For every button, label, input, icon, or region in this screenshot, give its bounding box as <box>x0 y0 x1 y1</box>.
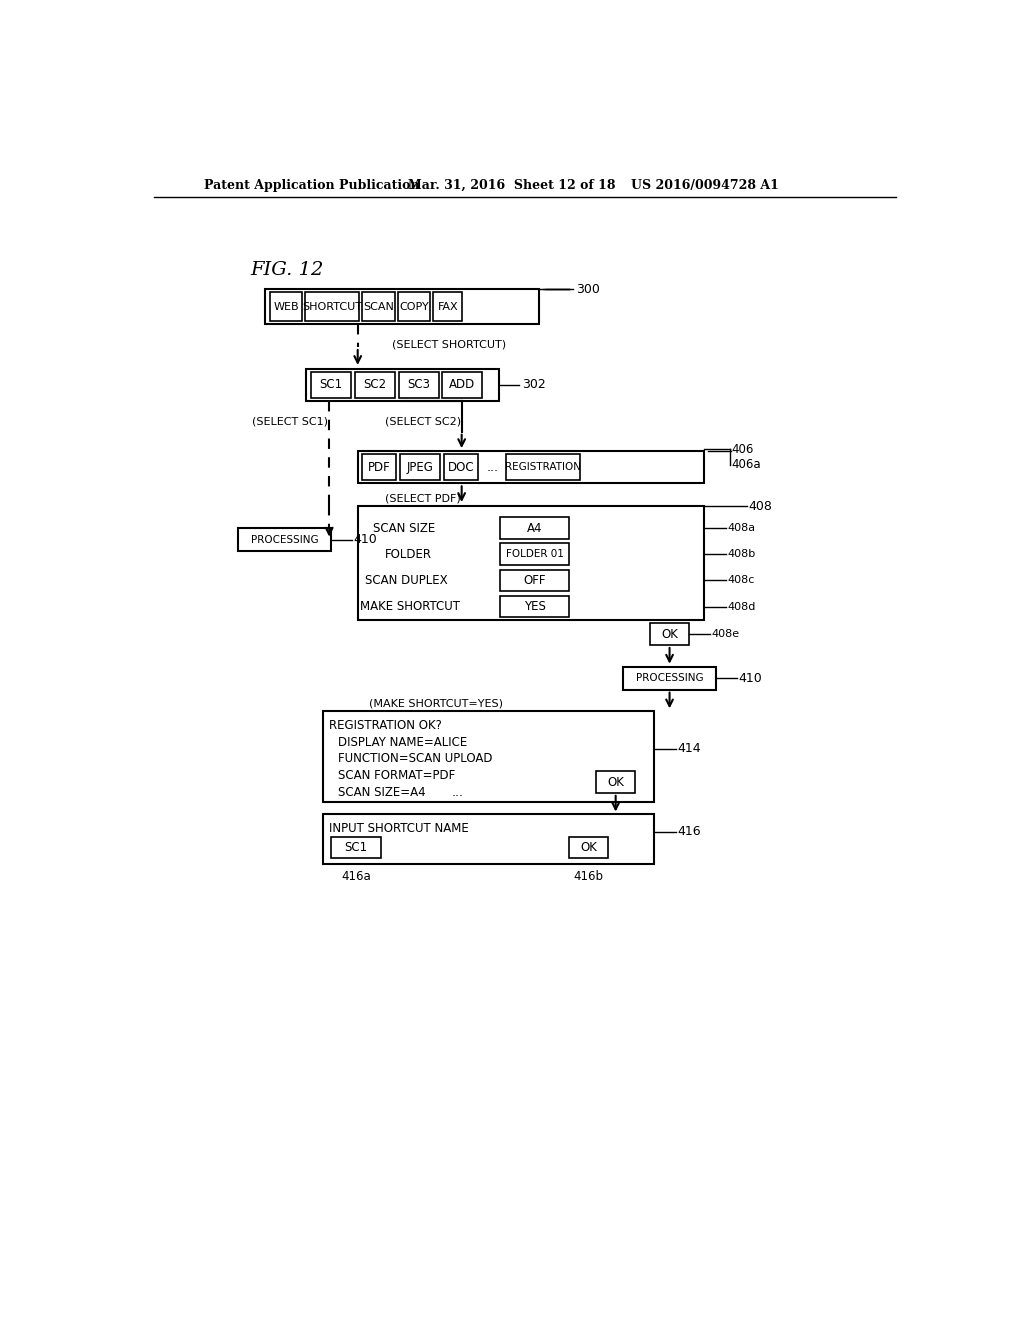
Text: 406: 406 <box>731 444 754 455</box>
Text: INPUT SHORTCUT NAME: INPUT SHORTCUT NAME <box>330 822 469 834</box>
Bar <box>569 837 608 858</box>
Text: 408a: 408a <box>727 523 756 533</box>
Text: PDF: PDF <box>368 461 390 474</box>
Text: FIG. 12: FIG. 12 <box>250 261 324 279</box>
Text: SC3: SC3 <box>408 379 430 391</box>
Text: 410: 410 <box>739 672 763 685</box>
Text: A4: A4 <box>527 521 543 535</box>
Text: 416a: 416a <box>341 870 371 883</box>
Bar <box>596 771 635 793</box>
Text: 408b: 408b <box>727 549 756 560</box>
Text: ADD: ADD <box>450 379 475 391</box>
Bar <box>270 293 302 321</box>
Bar <box>323 814 654 865</box>
Text: US 2016/0094728 A1: US 2016/0094728 A1 <box>631 178 779 191</box>
Bar <box>323 711 654 803</box>
Text: COPY: COPY <box>399 302 429 312</box>
Bar <box>239 528 331 552</box>
Text: 406a: 406a <box>731 458 761 471</box>
Bar <box>265 289 539 323</box>
Bar <box>444 454 478 480</box>
Bar <box>500 570 569 591</box>
Text: (SELECT PDF): (SELECT PDF) <box>385 494 461 504</box>
Text: SC1: SC1 <box>319 379 342 391</box>
Bar <box>357 451 705 483</box>
Text: MAKE SHORTCUT: MAKE SHORTCUT <box>360 601 460 612</box>
Text: SCAN SIZE: SCAN SIZE <box>373 521 435 535</box>
Text: PROCESSING: PROCESSING <box>636 673 703 684</box>
Text: SCAN DUPLEX: SCAN DUPLEX <box>366 574 449 587</box>
Text: 408d: 408d <box>727 602 756 611</box>
Bar <box>500 595 569 618</box>
Bar <box>400 454 440 480</box>
Text: SHORTCUT: SHORTCUT <box>302 302 362 312</box>
Text: YES: YES <box>524 601 546 612</box>
Text: Patent Application Publication: Patent Application Publication <box>204 178 419 191</box>
Bar <box>433 293 463 321</box>
Text: DISPLAY NAME=ALICE: DISPLAY NAME=ALICE <box>339 735 468 748</box>
Bar <box>398 372 438 397</box>
Text: FOLDER: FOLDER <box>385 548 432 561</box>
Text: Mar. 31, 2016  Sheet 12 of 18: Mar. 31, 2016 Sheet 12 of 18 <box>408 178 615 191</box>
Text: OK: OK <box>581 841 597 854</box>
Text: DOC: DOC <box>447 461 474 474</box>
Bar <box>306 368 499 401</box>
Text: 410: 410 <box>354 533 378 546</box>
Text: 408c: 408c <box>727 576 755 585</box>
Text: REGISTRATION: REGISTRATION <box>505 462 582 473</box>
Bar <box>624 667 716 689</box>
Text: FOLDER 01: FOLDER 01 <box>506 549 564 560</box>
Text: OK: OK <box>662 628 678 640</box>
Bar <box>331 837 381 858</box>
Text: FUNCTION=SCAN UPLOAD: FUNCTION=SCAN UPLOAD <box>339 752 493 766</box>
Text: REGISTRATION OK?: REGISTRATION OK? <box>330 718 442 731</box>
Bar <box>650 623 689 645</box>
Text: JPEG: JPEG <box>407 461 433 474</box>
Text: SC1: SC1 <box>344 841 368 854</box>
Text: 302: 302 <box>521 379 546 391</box>
Text: 408e: 408e <box>712 630 740 639</box>
Text: OK: OK <box>607 776 624 788</box>
Text: ...: ... <box>452 787 464 800</box>
Bar <box>310 372 351 397</box>
Bar <box>506 454 581 480</box>
Text: ...: ... <box>486 461 499 474</box>
Text: (SELECT SC2): (SELECT SC2) <box>385 417 461 426</box>
Bar <box>362 293 394 321</box>
Text: FAX: FAX <box>437 302 458 312</box>
Text: 300: 300 <box>575 282 599 296</box>
Bar <box>397 293 430 321</box>
Text: (SELECT SC1): (SELECT SC1) <box>252 417 329 426</box>
Bar <box>500 544 569 565</box>
Text: (MAKE SHORTCUT=YES): (MAKE SHORTCUT=YES) <box>370 698 503 709</box>
Bar <box>442 372 482 397</box>
Text: SC2: SC2 <box>364 379 386 391</box>
Text: PROCESSING: PROCESSING <box>251 535 318 545</box>
Text: OFF: OFF <box>523 574 546 587</box>
Text: SCAN: SCAN <box>364 302 394 312</box>
Text: (SELECT SHORTCUT): (SELECT SHORTCUT) <box>392 339 507 350</box>
Text: WEB: WEB <box>273 302 299 312</box>
Text: 416: 416 <box>677 825 700 838</box>
Text: SCAN FORMAT=PDF: SCAN FORMAT=PDF <box>339 770 456 783</box>
Bar <box>357 507 705 620</box>
Bar <box>305 293 359 321</box>
Text: SCAN SIZE=A4: SCAN SIZE=A4 <box>339 787 426 800</box>
Text: 416b: 416b <box>573 870 604 883</box>
Bar <box>362 454 396 480</box>
Bar <box>500 517 569 539</box>
Text: 414: 414 <box>677 742 700 755</box>
Bar <box>354 372 394 397</box>
Text: 408: 408 <box>749 500 772 513</box>
